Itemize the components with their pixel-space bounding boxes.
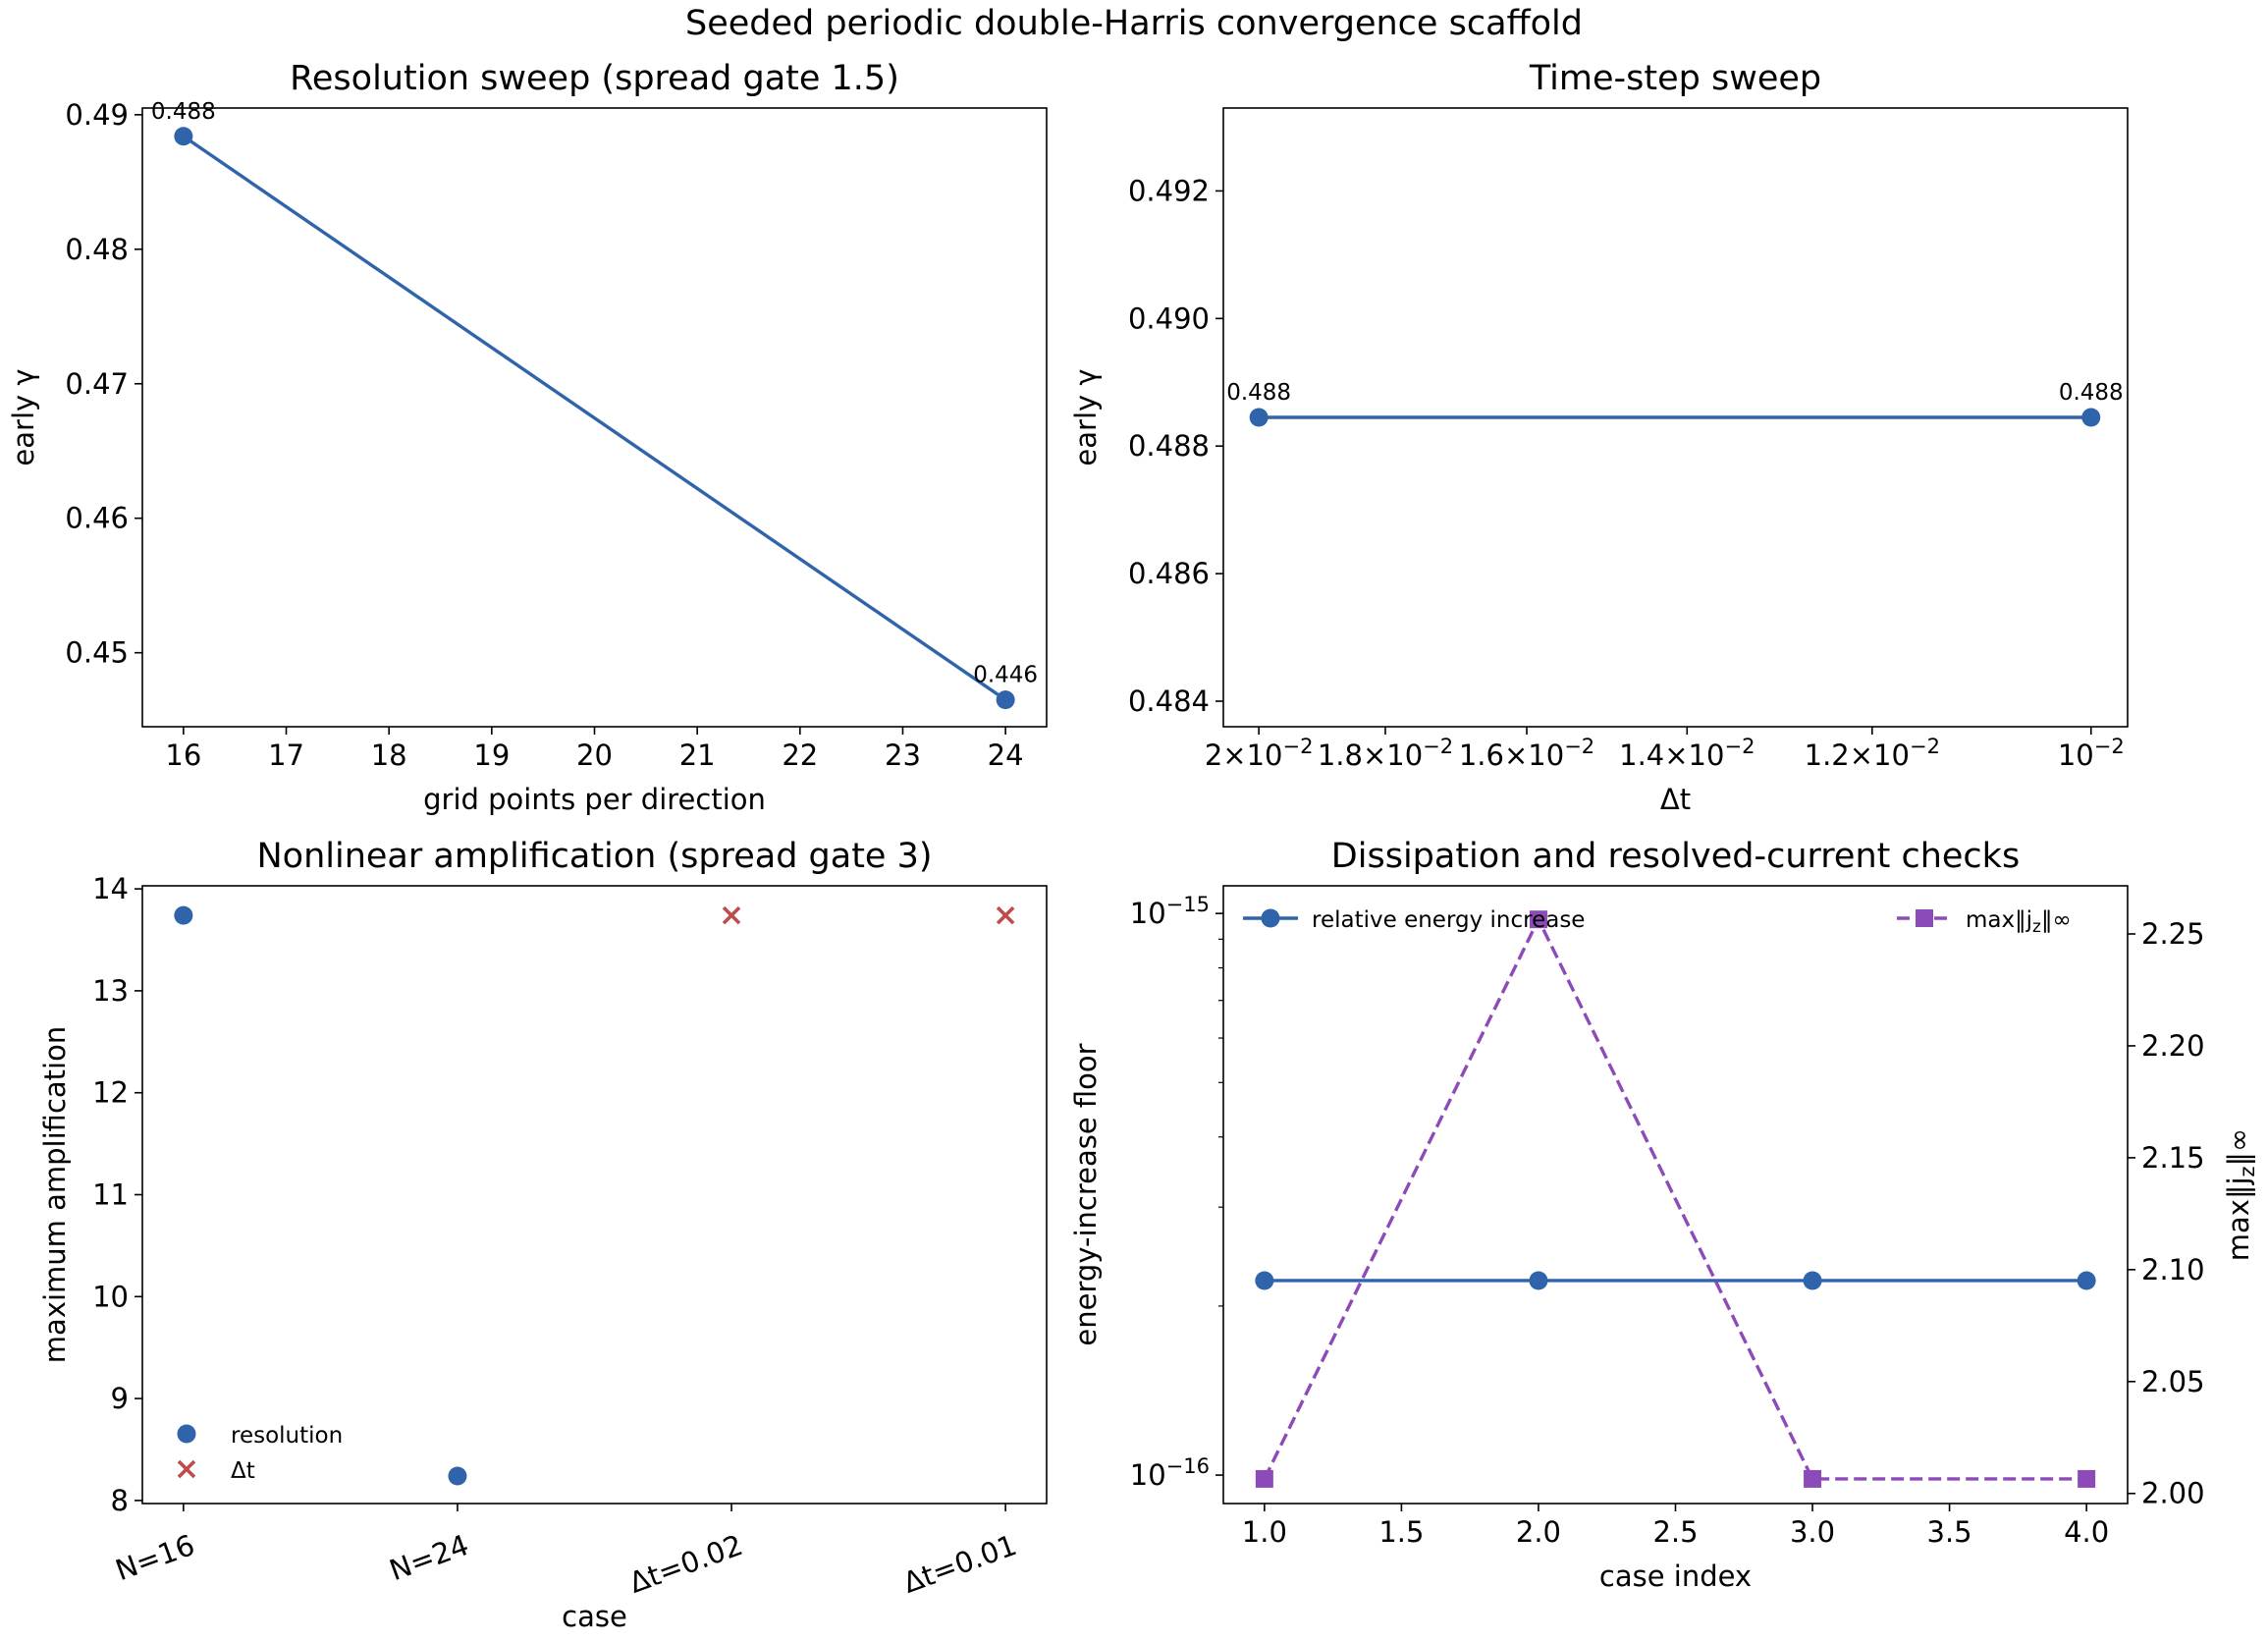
series-line-resolution — [182, 135, 1007, 702]
data-point-current-3 — [2078, 1469, 2096, 1488]
amplification-ytick-label-0: 8 — [111, 1484, 129, 1517]
category-label-3: Δt=0.01 — [898, 1528, 1020, 1600]
timestep-ytick-label-2: 0.488 — [1128, 429, 1210, 463]
legend-marker-energy — [1261, 908, 1280, 928]
data-label-resolution-0: 0.488 — [151, 99, 216, 125]
data-point-t-0 — [722, 905, 741, 925]
amplification-ytick-label-1: 9 — [111, 1382, 129, 1415]
series-line-current — [1263, 915, 2087, 1481]
dissipation-y2tick-label-4: 2.20 — [2141, 1029, 2205, 1063]
data-point-energy-3 — [2077, 1271, 2096, 1290]
resolution-xtick-label-6: 22 — [782, 739, 818, 772]
legend-marker-resolution — [177, 1424, 196, 1444]
resolution-xtick-label-3: 19 — [473, 739, 510, 772]
dissipation-xtick-label-1: 1.5 — [1378, 1515, 1424, 1549]
resolution-xtick-label-0: 16 — [165, 739, 201, 772]
data-label-timestep-0: 0.488 — [1226, 380, 1291, 406]
y-axis-label-resolution: early γ — [7, 368, 40, 465]
data-label-resolution-1: 0.446 — [973, 663, 1038, 688]
resolution-xtick-label-8: 24 — [988, 739, 1024, 772]
data-point-current-1 — [1529, 910, 1547, 929]
dissipation-y2tick-label-3: 2.15 — [2141, 1141, 2205, 1175]
legend-label-energy: relative energy increase — [1312, 907, 1585, 933]
y-axis-label-amplification: maximum amplification — [38, 1026, 72, 1363]
subplot-title-timestep: Time-step sweep — [1529, 59, 1821, 98]
legend-label-dt: Δt — [231, 1458, 255, 1484]
timestep-ytick-label-4: 0.492 — [1128, 174, 1210, 207]
subplot-title-resolution: Resolution sweep (spread gate 1.5) — [290, 59, 899, 98]
legend-label-resolution: resolution — [231, 1423, 343, 1449]
data-label-timestep-1: 0.488 — [2059, 380, 2124, 406]
dissipation-xtick-label-4: 3.0 — [1790, 1515, 1835, 1549]
timestep-xtick-label-5: 10−2 — [2058, 735, 2125, 772]
dissipation-y2tick-label-5: 2.25 — [2141, 917, 2205, 951]
resolution-xtick-label-4: 20 — [576, 739, 613, 772]
plot-frame-amplification — [141, 885, 1048, 1505]
resolution-ytick-label-4: 0.49 — [65, 98, 129, 132]
resolution-ytick-label-0: 0.45 — [65, 636, 129, 670]
amplification-ytick-label-5: 13 — [92, 974, 129, 1008]
amplification-ytick-label-2: 10 — [92, 1280, 129, 1313]
category-label-2: Δt=0.02 — [624, 1528, 746, 1600]
subplot-title-dissipation: Dissipation and resolved-current checks — [1331, 837, 2020, 876]
dissipation-xtick-label-6: 4.0 — [2064, 1515, 2109, 1549]
dissipation-ytick-label-1: 10−15 — [1130, 893, 1210, 930]
data-point-timestep-1 — [2081, 408, 2101, 427]
dissipation-xtick-label-2: 2.0 — [1516, 1515, 1561, 1549]
data-point-resolution-0 — [174, 127, 193, 146]
x-axis-label-amplification: case — [562, 1600, 627, 1633]
dissipation-xtick-label-0: 1.0 — [1242, 1515, 1287, 1549]
timestep-xtick-label-1: 1.8×10−2 — [1318, 735, 1453, 772]
data-point-energy-1 — [1529, 1271, 1548, 1290]
x-axis-label-dissipation: case index — [1599, 1560, 1752, 1593]
legend-marker-current — [1916, 909, 1933, 927]
plot-frame-timestep — [1222, 107, 2129, 728]
subplot-title-amplification: Nonlinear amplification (spread gate 3) — [256, 837, 932, 876]
timestep-xtick-label-0: 2×10−2 — [1205, 735, 1314, 772]
data-point-resolution-1 — [996, 690, 1015, 710]
y-axis-label-dissipation: energy-increase floor — [1069, 1043, 1103, 1345]
dissipation-xtick-label-3: 2.5 — [1652, 1515, 1698, 1549]
resolution-xtick-label-2: 18 — [371, 739, 407, 772]
dissipation-y2tick-label-2: 2.10 — [2141, 1253, 2205, 1286]
x-axis-label-resolution: grid points per direction — [423, 783, 766, 816]
category-label-1: N=24 — [385, 1528, 473, 1587]
timestep-ytick-label-1: 0.486 — [1128, 557, 1210, 590]
resolution-ytick-label-2: 0.47 — [65, 367, 129, 401]
timestep-xtick-label-2: 1.6×10−2 — [1459, 735, 1594, 772]
data-point-timestep-0 — [1249, 408, 1269, 427]
x-axis-label-timestep: Δt — [1660, 783, 1691, 816]
data-point-energy-2 — [1803, 1271, 1822, 1290]
amplification-ytick-label-6: 14 — [92, 872, 129, 905]
y-axis-label-timestep: early γ — [1069, 368, 1103, 465]
dissipation-y2tick-label-1: 2.05 — [2141, 1365, 2205, 1398]
data-point-t-1 — [996, 905, 1015, 925]
dissipation-xtick-label-5: 3.5 — [1927, 1515, 1972, 1549]
timestep-ytick-label-3: 0.490 — [1128, 301, 1210, 335]
plot-frame-dissipation — [1222, 885, 2129, 1505]
timestep-xtick-label-4: 1.2×10−2 — [1805, 735, 1940, 772]
resolution-ytick-label-1: 0.46 — [65, 502, 129, 535]
resolution-xtick-label-7: 23 — [885, 739, 921, 772]
resolution-xtick-label-5: 21 — [679, 739, 716, 772]
data-point-current-2 — [1804, 1469, 1822, 1488]
category-label-0: N=16 — [111, 1528, 199, 1587]
dissipation-y2tick-label-0: 2.00 — [2141, 1477, 2205, 1510]
timestep-ytick-label-0: 0.484 — [1128, 684, 1210, 718]
data-point-resolution-1 — [448, 1466, 467, 1486]
amplification-ytick-label-3: 11 — [92, 1178, 129, 1212]
amplification-ytick-label-4: 12 — [92, 1076, 129, 1110]
timestep-xtick-label-3: 1.4×10−2 — [1619, 735, 1755, 772]
data-point-resolution-0 — [174, 905, 193, 925]
figure-title: Seeded periodic double-Harris convergenc… — [685, 4, 1583, 43]
dissipation-ytick-label-0: 10−16 — [1130, 1454, 1210, 1492]
resolution-xtick-label-1: 17 — [268, 739, 304, 772]
legend-label-current: max‖jz‖∞ — [1966, 907, 2072, 937]
data-point-current-0 — [1255, 1469, 1273, 1488]
resolution-ytick-label-3: 0.48 — [65, 233, 129, 266]
y2-axis-label-dissipation: max‖jz‖∞ — [2222, 1128, 2259, 1261]
data-point-energy-0 — [1255, 1271, 1274, 1290]
legend-marker-dt — [177, 1459, 196, 1479]
